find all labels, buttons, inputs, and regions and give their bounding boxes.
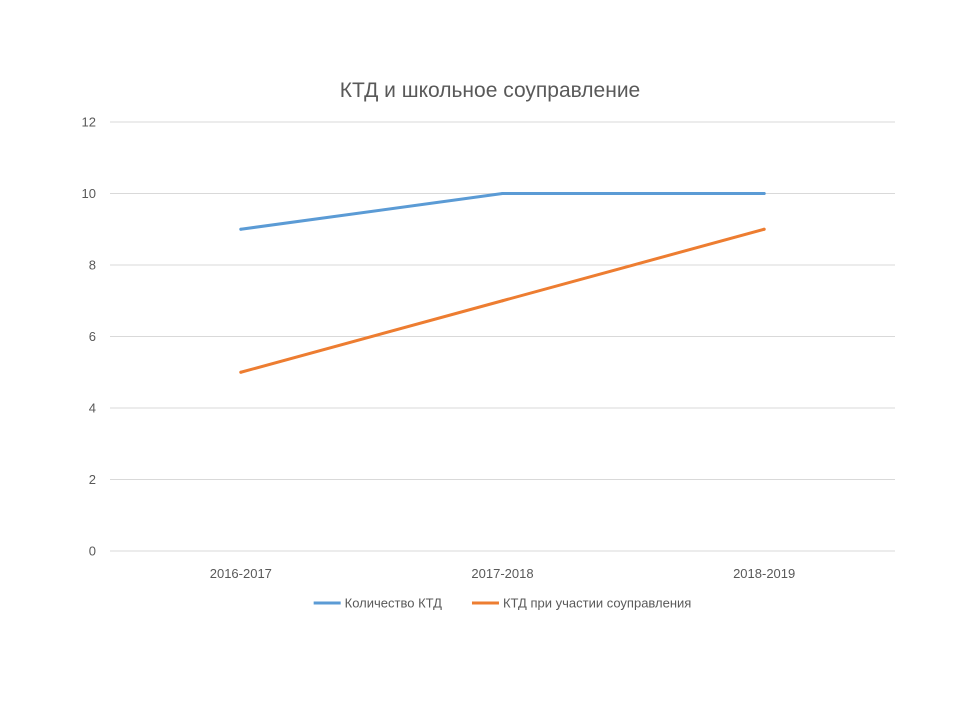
- y-axis-ticks: 0 2 4 6 8 10 12: [82, 115, 96, 559]
- chart-title: КТД и школьное соуправление: [340, 79, 640, 102]
- y-tick-label: 10: [82, 186, 96, 201]
- x-axis-ticks: 2016-2017 2017-2018 2018-2019: [210, 566, 796, 581]
- legend: Количество КТД КТД при участии соуправлен…: [313, 596, 691, 611]
- y-tick-label: 6: [89, 329, 96, 344]
- x-tick-label: 2017-2018: [471, 566, 533, 581]
- y-tick-label: 12: [82, 115, 96, 130]
- x-tick-label: 2018-2019: [733, 566, 795, 581]
- data-point: [239, 227, 243, 231]
- y-tick-label: 8: [89, 258, 96, 273]
- legend-item: КТД при участии соуправления: [471, 596, 691, 611]
- gridlines: [110, 121, 895, 552]
- legend-item: Количество КТД: [313, 596, 443, 611]
- legend-label: Количество КТД: [345, 596, 443, 611]
- data-point: [762, 227, 766, 231]
- legend-label: КТД при участии соуправления: [503, 596, 691, 611]
- data-point: [762, 192, 766, 195]
- series-line: [239, 192, 766, 231]
- series-lines: [239, 192, 766, 374]
- y-tick-label: 4: [89, 401, 96, 416]
- y-tick-label: 2: [89, 472, 96, 487]
- data-point: [239, 370, 243, 374]
- y-tick-label: 0: [89, 544, 96, 559]
- data-point: [501, 299, 504, 303]
- x-tick-label: 2016-2017: [210, 566, 272, 581]
- data-point: [501, 192, 504, 195]
